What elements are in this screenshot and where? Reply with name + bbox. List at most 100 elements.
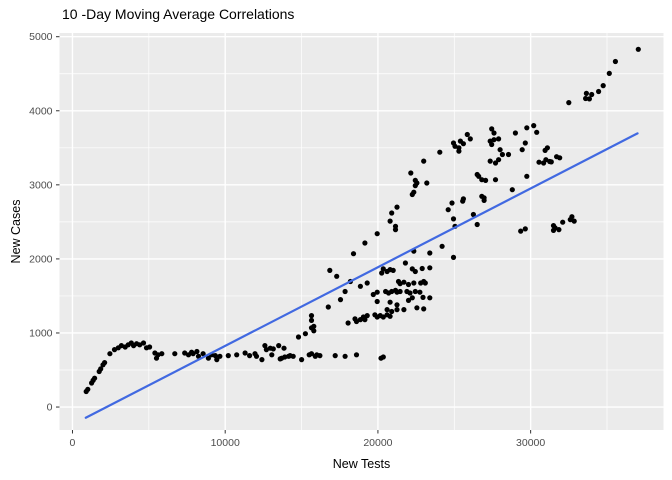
- data-point: [172, 351, 178, 357]
- data-point: [334, 273, 340, 279]
- data-point: [536, 159, 542, 165]
- data-point: [390, 267, 396, 273]
- data-point: [534, 129, 540, 135]
- data-point: [302, 331, 308, 337]
- data-point: [489, 126, 495, 132]
- data-point: [353, 318, 360, 325]
- data-point: [397, 288, 403, 295]
- data-point: [437, 149, 443, 155]
- data-point: [409, 295, 415, 301]
- data-point: [419, 265, 425, 272]
- data-point: [374, 231, 380, 237]
- y-tick-label: 3000: [29, 179, 53, 191]
- data-point: [522, 140, 528, 146]
- y-tick-label: 4000: [29, 105, 53, 117]
- data-point: [308, 351, 315, 357]
- data-point: [317, 353, 323, 359]
- data-point: [635, 46, 641, 52]
- data-point: [102, 360, 108, 366]
- data-point: [342, 353, 348, 359]
- data-point: [394, 302, 400, 308]
- data-point: [491, 137, 497, 143]
- data-point: [571, 218, 577, 224]
- data-point: [550, 227, 557, 233]
- data-point: [269, 352, 275, 358]
- y-tick-label: 0: [47, 402, 53, 414]
- data-point: [456, 148, 462, 154]
- y-tick-label: 5000: [29, 31, 53, 43]
- data-point: [460, 196, 466, 202]
- data-point: [374, 289, 380, 295]
- data-point: [407, 290, 413, 296]
- data-point: [299, 357, 305, 363]
- data-point: [589, 91, 595, 98]
- data-point: [362, 240, 368, 246]
- data-point: [418, 280, 424, 286]
- data-point: [332, 353, 338, 359]
- data-point: [394, 307, 400, 313]
- data-point: [337, 297, 344, 303]
- data-point: [408, 170, 414, 176]
- data-point: [194, 348, 200, 355]
- data-point: [427, 295, 433, 301]
- data-point: [583, 95, 589, 102]
- data-point: [353, 352, 360, 358]
- data-point: [606, 70, 612, 76]
- data-point: [560, 219, 566, 225]
- data-point: [512, 130, 519, 136]
- x-tick-label: 0: [70, 437, 76, 449]
- x-tick-label: 20000: [363, 437, 392, 449]
- data-point: [411, 280, 417, 286]
- data-point: [492, 177, 499, 183]
- data-point: [364, 280, 370, 286]
- data-point: [402, 260, 408, 266]
- data-point: [295, 334, 302, 340]
- data-point: [384, 307, 390, 313]
- data-point: [522, 226, 528, 232]
- data-point: [147, 344, 153, 350]
- data-point: [556, 227, 562, 233]
- data-point: [412, 183, 418, 189]
- data-point: [445, 207, 451, 213]
- data-point: [259, 357, 265, 363]
- data-point: [497, 147, 503, 153]
- data-point: [281, 345, 287, 351]
- data-point: [159, 351, 165, 357]
- data-point: [483, 177, 489, 183]
- data-point: [357, 283, 363, 289]
- data-point: [253, 353, 260, 359]
- data-point: [327, 267, 333, 273]
- data-point: [263, 347, 269, 353]
- data-point: [380, 266, 386, 272]
- data-point: [452, 143, 458, 149]
- data-point: [379, 270, 385, 276]
- data-point: [524, 125, 530, 131]
- data-point: [380, 354, 386, 360]
- data-point: [412, 268, 418, 275]
- data-point: [519, 147, 525, 153]
- data-point: [489, 141, 495, 148]
- data-point: [474, 171, 480, 178]
- data-point: [370, 291, 376, 298]
- data-point: [544, 145, 551, 151]
- x-axis-title: New Tests: [333, 457, 390, 471]
- data-point: [342, 288, 348, 295]
- data-point: [362, 317, 368, 323]
- data-point: [411, 189, 417, 195]
- data-point: [427, 250, 433, 256]
- data-point: [225, 353, 231, 359]
- data-point: [470, 211, 476, 218]
- data-point: [464, 131, 470, 138]
- data-point: [242, 350, 248, 356]
- data-point: [420, 294, 426, 300]
- data-point: [586, 96, 593, 102]
- plot-panel: [59, 33, 664, 430]
- data-point: [276, 343, 282, 349]
- data-point: [214, 357, 220, 363]
- data-point: [583, 90, 590, 96]
- data-point: [389, 308, 395, 315]
- data-point: [247, 353, 253, 359]
- data-point: [414, 305, 420, 311]
- data-point: [596, 88, 602, 95]
